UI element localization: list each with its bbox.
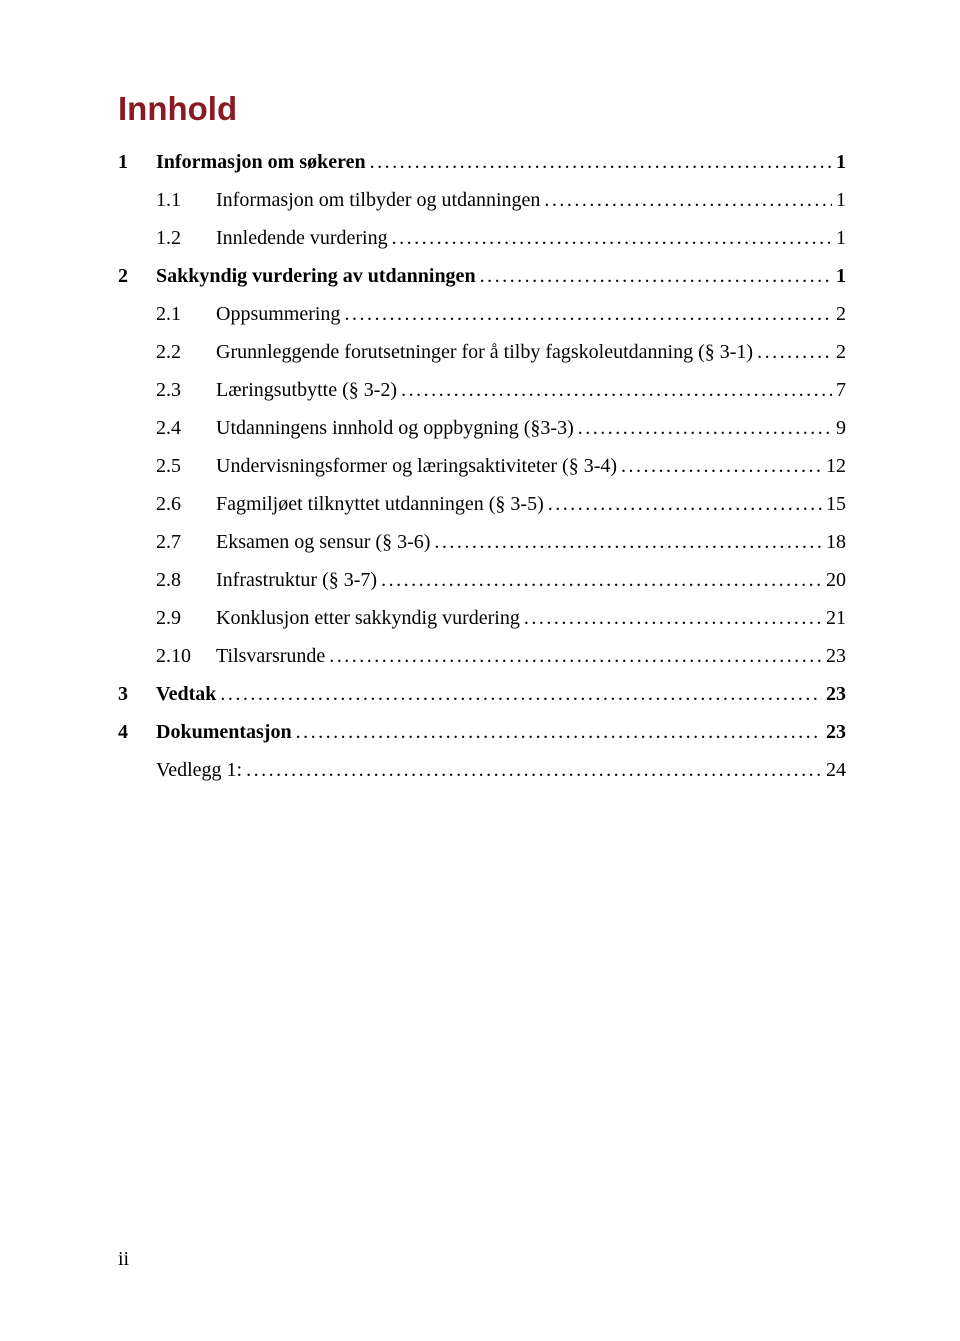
page: Innhold 1Informasjon om søkeren11.1Infor…: [0, 0, 960, 1341]
toc-entry[interactable]: 2.4Utdanningens innhold og oppbygning (§…: [118, 418, 846, 438]
toc-entry-label: Undervisningsformer og læringsaktivitete…: [216, 456, 617, 476]
toc-entry-number: 2.4: [156, 418, 216, 438]
toc-entry-number: 1.1: [156, 190, 216, 210]
toc-leader-dots: [242, 760, 822, 780]
toc-entry-label: Dokumentasjon: [156, 722, 292, 742]
toc-entry-page: 23: [822, 684, 846, 704]
toc-entry-page: 24: [822, 760, 846, 780]
toc-entry[interactable]: 2Sakkyndig vurdering av utdanningen 1: [118, 266, 846, 286]
toc-entry-label: Vedtak: [156, 684, 216, 704]
page-number-roman: ii: [118, 1248, 129, 1271]
toc-entry-number: 1.2: [156, 228, 216, 248]
toc-entry[interactable]: 1.1Informasjon om tilbyder og utdanninge…: [118, 190, 846, 210]
toc-entry-number: 2: [118, 266, 156, 286]
toc-entry-label: Infrastruktur (§ 3-7): [216, 570, 377, 590]
toc-entry-page: 12: [822, 456, 846, 476]
toc-entry[interactable]: 2.6Fagmiljøet tilknyttet utdanningen (§ …: [118, 494, 846, 514]
toc-entry-label: Innledende vurdering: [216, 228, 388, 248]
toc-entry-page: 1: [832, 228, 846, 248]
toc-entry-label: Fagmiljøet tilknyttet utdanningen (§ 3-5…: [216, 494, 544, 514]
toc-entry-label: Grunnleggende forutsetninger for å tilby…: [216, 342, 753, 362]
toc-entry[interactable]: 2.9Konklusjon etter sakkyndig vurdering 2…: [118, 608, 846, 628]
toc-entry-label: Oppsummering: [216, 304, 340, 324]
toc-leader-dots: [292, 722, 822, 742]
toc-entry[interactable]: 2.2Grunnleggende forutsetninger for å ti…: [118, 342, 846, 362]
toc-leader-dots: [476, 266, 832, 286]
toc-entry-label: Tilsvarsrunde: [216, 646, 325, 666]
toc-entry-label: Utdanningens innhold og oppbygning (§3-3…: [216, 418, 574, 438]
toc-entry[interactable]: 2.1Oppsummering 2: [118, 304, 846, 324]
toc-entry-page: 18: [822, 532, 846, 552]
toc-leader-dots: [397, 380, 832, 400]
toc-entry-label: Sakkyndig vurdering av utdanningen: [156, 266, 476, 286]
toc-container: Innhold 1Informasjon om søkeren11.1Infor…: [118, 90, 846, 798]
toc-entry-page: 1: [832, 152, 846, 172]
toc-leader-dots: [753, 342, 832, 362]
toc-entry-page: 23: [822, 646, 846, 666]
toc-entry-page: 2: [832, 304, 846, 324]
toc-entry[interactable]: 2.5Undervisningsformer og læringsaktivit…: [118, 456, 846, 476]
toc-entry-number: 2.10: [156, 646, 216, 666]
toc-entry-number: 2.7: [156, 532, 216, 552]
toc-entry-number: 2.3: [156, 380, 216, 400]
toc-entry[interactable]: 2.7Eksamen og sensur (§ 3-6) 18: [118, 532, 846, 552]
toc-entry-page: 1: [832, 266, 846, 286]
toc-entry-number: 3: [118, 684, 156, 704]
toc-leader-dots: [388, 228, 832, 248]
toc-leader-dots: [340, 304, 832, 324]
toc-entry-number: 1: [118, 152, 156, 172]
toc-leader-dots: [430, 532, 822, 552]
toc-entry-label: Læringsutbytte (§ 3-2): [216, 380, 397, 400]
toc-entry-label: Vedlegg 1:: [156, 760, 242, 780]
toc-leader-dots: [520, 608, 822, 628]
toc-list: 1Informasjon om søkeren11.1Informasjon o…: [118, 152, 846, 780]
toc-leader-dots: [544, 494, 822, 514]
toc-entry-label: Informasjon om søkeren: [156, 152, 366, 172]
toc-entry[interactable]: Vedlegg 1: 24: [118, 760, 846, 780]
toc-leader-dots: [377, 570, 822, 590]
toc-entry-page: 7: [832, 380, 846, 400]
toc-title: Innhold: [118, 90, 846, 128]
toc-entry-number: 2.8: [156, 570, 216, 590]
toc-entry[interactable]: 2.3Læringsutbytte (§ 3-2) 7: [118, 380, 846, 400]
toc-entry-number: 2.6: [156, 494, 216, 514]
toc-entry-page: 9: [832, 418, 846, 438]
toc-leader-dots: [216, 684, 822, 704]
toc-entry-label: Eksamen og sensur (§ 3-6): [216, 532, 430, 552]
toc-leader-dots: [617, 456, 822, 476]
toc-entry-page: 2: [832, 342, 846, 362]
toc-entry-page: 1: [832, 190, 846, 210]
toc-leader-dots: [366, 152, 832, 172]
toc-entry[interactable]: 2.10Tilsvarsrunde 23: [118, 646, 846, 666]
toc-entry[interactable]: 4Dokumentasjon 23: [118, 722, 846, 742]
toc-leader-dots: [574, 418, 832, 438]
toc-entry-page: 15: [822, 494, 846, 514]
toc-entry-number: 4: [118, 722, 156, 742]
toc-entry-label: Konklusjon etter sakkyndig vurdering: [216, 608, 520, 628]
toc-entry[interactable]: 1Informasjon om søkeren1: [118, 152, 846, 172]
toc-entry[interactable]: 1.2Innledende vurdering 1: [118, 228, 846, 248]
toc-entry-label: Informasjon om tilbyder og utdanningen: [216, 190, 540, 210]
toc-entry-page: 23: [822, 722, 846, 742]
toc-entry[interactable]: 2.8Infrastruktur (§ 3-7) 20: [118, 570, 846, 590]
toc-entry-number: 2.2: [156, 342, 216, 362]
toc-entry-page: 20: [822, 570, 846, 590]
toc-entry-number: 2.1: [156, 304, 216, 324]
toc-leader-dots: [325, 646, 822, 666]
toc-leader-dots: [540, 190, 832, 210]
toc-entry-number: 2.5: [156, 456, 216, 476]
toc-entry-page: 21: [822, 608, 846, 628]
toc-entry[interactable]: 3Vedtak 23: [118, 684, 846, 704]
toc-entry-number: 2.9: [156, 608, 216, 628]
